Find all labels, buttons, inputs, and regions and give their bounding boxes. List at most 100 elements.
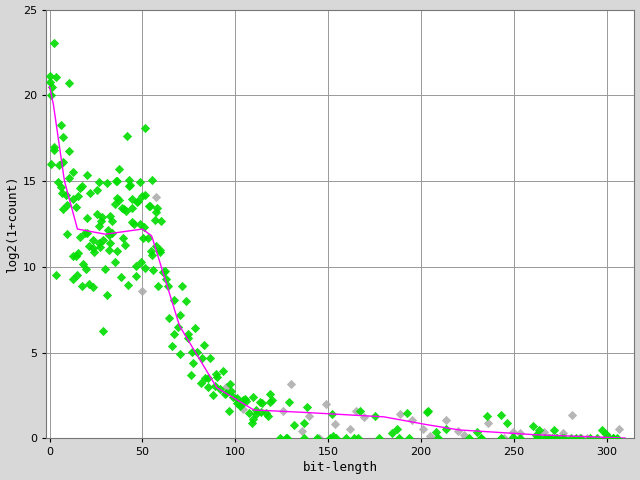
Point — [83, 229, 93, 237]
Point — [459, 431, 469, 438]
Point — [152, 204, 162, 212]
Point — [160, 267, 170, 275]
Point — [45, 78, 55, 85]
Point — [85, 189, 95, 196]
Point — [61, 230, 72, 238]
Point — [476, 434, 486, 442]
Point — [395, 410, 405, 418]
Point — [132, 198, 143, 206]
Point — [278, 408, 288, 415]
Point — [263, 412, 273, 420]
Point — [431, 428, 442, 436]
Point — [97, 327, 108, 335]
Point — [543, 434, 554, 442]
Point — [122, 132, 132, 140]
Point — [129, 220, 139, 228]
Point — [112, 247, 122, 254]
Point — [124, 177, 134, 184]
Point — [241, 396, 251, 403]
Point — [58, 133, 68, 141]
Point — [418, 426, 428, 433]
Point — [557, 434, 568, 442]
Point — [127, 204, 137, 211]
Point — [68, 275, 78, 283]
Point — [94, 223, 104, 230]
Point — [267, 396, 277, 404]
Point — [441, 416, 451, 424]
Point — [211, 370, 221, 377]
Point — [425, 432, 435, 439]
Point — [302, 403, 312, 411]
Point — [195, 379, 205, 386]
Point — [182, 334, 193, 342]
Point — [547, 434, 557, 442]
Point — [117, 204, 127, 212]
Point — [131, 272, 141, 279]
Point — [68, 168, 78, 176]
Point — [508, 428, 518, 435]
Point — [232, 399, 242, 407]
Point — [46, 160, 56, 168]
Point — [147, 176, 157, 183]
Point — [67, 252, 77, 260]
Point — [601, 430, 611, 438]
Point — [146, 247, 156, 255]
Point — [151, 242, 161, 250]
Point — [70, 252, 81, 260]
Point — [134, 178, 145, 186]
Point — [180, 297, 191, 305]
Point — [118, 234, 128, 241]
Point — [161, 275, 171, 283]
Point — [156, 217, 166, 225]
Point — [92, 210, 102, 218]
Point — [175, 311, 186, 319]
Point — [349, 434, 359, 442]
Point — [170, 330, 180, 338]
Point — [614, 425, 624, 433]
Point — [104, 246, 114, 253]
Point — [78, 260, 88, 267]
Point — [156, 248, 166, 255]
Point — [551, 434, 561, 442]
Point — [528, 422, 538, 430]
Point — [534, 426, 545, 434]
Point — [46, 92, 56, 99]
Point — [604, 434, 614, 442]
Point — [205, 354, 215, 362]
Point — [113, 196, 124, 204]
Point — [150, 208, 161, 216]
Point — [557, 429, 568, 436]
Point — [299, 420, 309, 427]
Point — [95, 217, 106, 225]
Point — [608, 434, 618, 442]
Point — [220, 390, 230, 398]
Point — [177, 283, 187, 290]
Point — [133, 197, 143, 204]
Point — [119, 204, 129, 212]
Point — [200, 374, 211, 382]
Point — [566, 434, 576, 442]
Point — [102, 179, 112, 186]
Point — [407, 416, 417, 423]
Point — [585, 434, 595, 442]
Point — [169, 296, 179, 303]
Point — [280, 434, 291, 442]
Point — [261, 409, 271, 417]
Point — [101, 292, 111, 300]
Point — [265, 390, 275, 398]
Point — [472, 428, 483, 435]
Point — [422, 407, 433, 415]
Point — [312, 434, 323, 442]
Point — [175, 350, 186, 358]
Point — [238, 406, 248, 413]
Point — [596, 427, 607, 434]
Point — [248, 393, 259, 400]
Point — [81, 214, 92, 222]
Point — [51, 73, 61, 81]
Point — [131, 262, 141, 269]
Point — [218, 367, 228, 375]
Point — [63, 174, 74, 181]
Point — [612, 434, 623, 442]
Point — [531, 434, 541, 442]
Point — [77, 182, 88, 190]
